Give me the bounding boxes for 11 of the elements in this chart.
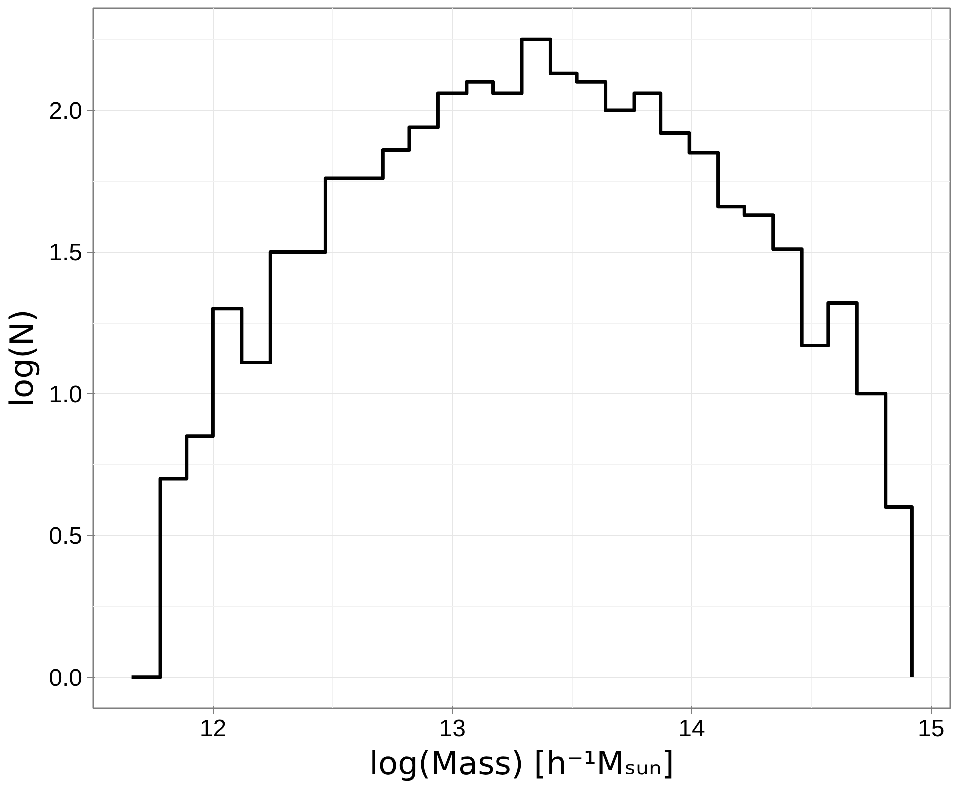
- x-tick-label: 13: [439, 716, 466, 742]
- y-tick-label: 2.0: [49, 98, 83, 126]
- x-tick-label: 14: [678, 716, 706, 742]
- x-axis-title: log(Mass) [h⁻¹Mₛᵤₙ]: [370, 744, 674, 782]
- x-tick-label: 12: [200, 716, 227, 742]
- y-tick-label: 1.0: [49, 381, 83, 408]
- y-tick-label: 0.0: [49, 664, 83, 692]
- y-tick-label: 1.5: [49, 240, 83, 267]
- y-axis-title: log(N): [3, 310, 42, 408]
- y-tick-label: 0.5: [49, 523, 83, 550]
- x-tick-label: 15: [918, 716, 945, 742]
